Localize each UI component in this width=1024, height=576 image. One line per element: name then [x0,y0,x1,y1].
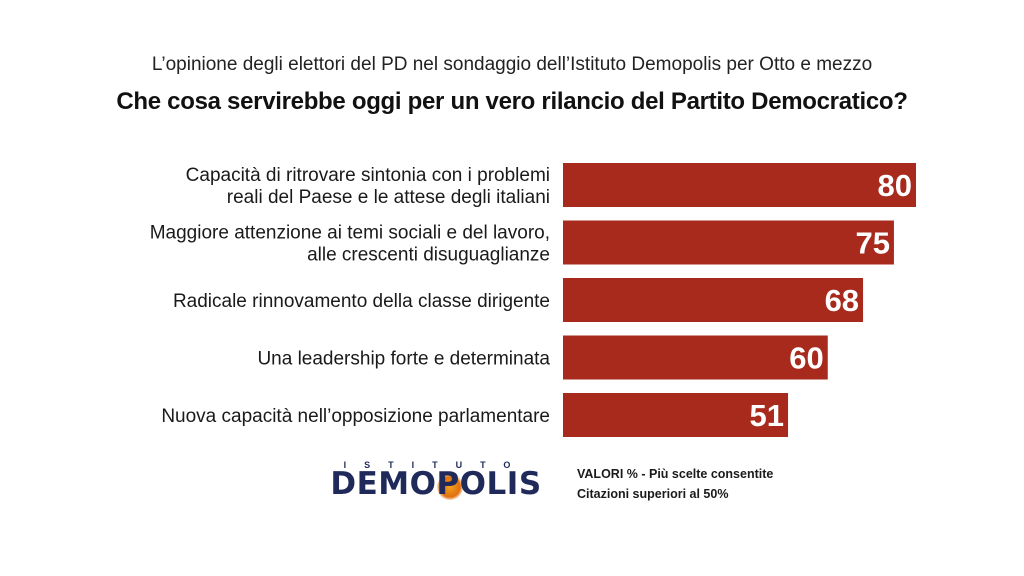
bar-value-label-3: 68 [825,283,859,318]
category-label-2-line-2: alle crescenti disuguaglianze [307,245,550,266]
bar-3 [563,278,864,322]
chart-subtitle: L’opinione degli elettori del PD nel son… [151,54,873,75]
bar-4 [563,335,828,380]
logo-main-text: DEMOPOLIS [330,466,542,502]
category-label-3-line-1: Radicale rinnovamento della classe dirig… [173,291,550,312]
values-note: VALORI % - Più scelte consentite [577,467,774,481]
category-label-4-line-1: Una leadership forte e determinata [257,349,550,370]
bar-value-label-5: 51 [750,398,784,433]
bar-1 [563,163,916,207]
category-label-1-line-1: Capacità di ritrovare sintonia con i pro… [186,165,550,186]
bar-value-label-1: 80 [878,168,912,203]
bar-2 [563,220,894,265]
bar-value-label-2: 75 [855,226,889,261]
category-label-1-line-2: reali del Paese e le attese degli italia… [227,187,550,208]
logo-top-text: ISTITUTO [343,460,529,470]
bar-5 [563,393,789,437]
bar-chart: 80 Capacità di ritrovare sintonia con i p… [150,163,916,437]
demopolis-logo: ISTITUTO DEMOPOLIS [318,460,554,504]
bar-value-label-4: 60 [789,341,823,376]
logo-sun-icon [437,474,463,500]
category-label-2-line-1: Maggiore attenzione ai temi sociali e de… [150,223,550,244]
category-label-5-line-1: Nuova capacità nell’opposizione parlamen… [161,406,550,427]
chart-title: Che cosa servirebbe oggi per un vero ril… [116,88,908,115]
threshold-note: Citazioni superiori al 50% [577,487,729,501]
